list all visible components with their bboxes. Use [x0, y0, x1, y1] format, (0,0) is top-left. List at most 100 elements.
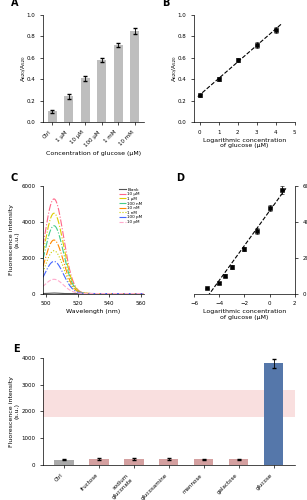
100 nM [102, 290, 106, 296]
Bar [130, 31, 139, 122]
Bar [89, 459, 109, 465]
10 nM [91, 290, 94, 296]
Blank [91, 290, 94, 296]
10 μM [125, 290, 129, 296]
10 μM [143, 290, 147, 296]
Line: 100 nM: 100 nM [43, 226, 145, 294]
X-axis label: Wavelength (nm): Wavelength (nm) [66, 309, 120, 314]
Line: 10 μM: 10 μM [43, 199, 145, 294]
10 μM [41, 242, 45, 248]
100 nM [97, 290, 100, 296]
10 pM [52, 276, 56, 282]
10 pM [97, 290, 100, 296]
1 μM [97, 290, 100, 296]
1 nM [52, 248, 56, 254]
100 pM [102, 290, 106, 296]
1 μM [102, 290, 106, 296]
Text: C: C [11, 173, 18, 183]
Line: 1 nM: 1 nM [43, 250, 145, 294]
100 pM [125, 290, 129, 296]
1 μM [143, 290, 147, 296]
Text: D: D [176, 173, 184, 183]
Line: 10 nM: 10 nM [43, 240, 145, 294]
1 nM [141, 290, 145, 296]
Y-axis label: Fluorescence intensity
(s.u.): Fluorescence intensity (s.u.) [9, 376, 20, 447]
10 pM [143, 290, 147, 296]
Text: E: E [13, 344, 19, 354]
Bar [114, 45, 122, 122]
Bar [80, 78, 90, 122]
100 nM [52, 222, 56, 228]
10 μM [91, 290, 94, 296]
Blank [125, 290, 129, 296]
Blank [102, 290, 106, 296]
1 nM [125, 290, 129, 296]
100 nM [141, 290, 145, 296]
100 pM [41, 274, 45, 280]
1 nM [41, 269, 45, 275]
Bar [124, 459, 143, 465]
Bar [264, 363, 283, 465]
100 nM [143, 290, 147, 296]
100 pM [143, 290, 147, 296]
Bar [54, 460, 74, 465]
10 μM [97, 290, 100, 296]
100 pM [141, 290, 145, 296]
1 μM [52, 210, 56, 216]
Y-axis label: A₆₂₀/A₅₂₀: A₆₂₀/A₅₂₀ [20, 56, 25, 82]
10 μM [52, 196, 56, 202]
Line: Blank: Blank [43, 293, 145, 294]
Blank [52, 290, 56, 296]
10 pM [41, 284, 45, 290]
X-axis label: Concentration of glucose (μM): Concentration of glucose (μM) [46, 150, 141, 156]
Text: A: A [11, 0, 18, 8]
10 nM [97, 290, 100, 296]
10 pM [102, 290, 106, 296]
10 pM [91, 290, 94, 296]
X-axis label: Logarithmic concentration
of glucose (μM): Logarithmic concentration of glucose (μM… [203, 138, 286, 148]
Line: 10 pM: 10 pM [43, 280, 145, 293]
1 μM [90, 290, 94, 296]
Bar [194, 459, 213, 465]
Y-axis label: Fluorescence intensity
(a.u.): Fluorescence intensity (a.u.) [9, 204, 20, 276]
100 pM [90, 290, 94, 296]
1 nM [143, 290, 147, 296]
100 nM [90, 290, 94, 296]
Line: 1 μM: 1 μM [43, 213, 145, 294]
Bar [97, 60, 106, 122]
10 μM [141, 290, 145, 296]
Bar [159, 459, 178, 465]
1 nM [97, 290, 100, 296]
Blank [90, 290, 94, 296]
Y-axis label: A₆₂₀/A₅₂₀: A₆₂₀/A₅₂₀ [171, 56, 176, 82]
100 pM [52, 258, 56, 264]
10 nM [102, 290, 106, 296]
Blank [41, 290, 45, 296]
X-axis label: Logarithmic concentration
of glucose (μM): Logarithmic concentration of glucose (μM… [203, 309, 286, 320]
Bar [229, 460, 248, 465]
10 nM [90, 290, 94, 296]
1 nM [91, 290, 94, 296]
100 nM [91, 290, 94, 296]
Bar [48, 112, 56, 122]
Blank [141, 290, 145, 296]
Line: 100 pM: 100 pM [43, 262, 145, 294]
1 nM [90, 290, 94, 296]
1 μM [91, 290, 94, 296]
Bar [43, 390, 295, 417]
10 μM [90, 290, 94, 296]
10 μM [102, 290, 106, 296]
10 nM [52, 237, 56, 243]
100 pM [97, 290, 100, 296]
Blank [143, 290, 147, 296]
100 pM [91, 290, 94, 296]
Legend: Blank, 10 μM, 1 μM, 100 nM, 10 nM, 1 nM, 100 pM, 10 pM: Blank, 10 μM, 1 μM, 100 nM, 10 nM, 1 nM,… [119, 188, 142, 224]
Bar [64, 96, 73, 122]
1 μM [41, 250, 45, 256]
100 nM [125, 290, 129, 296]
1 μM [125, 290, 129, 296]
10 nM [143, 290, 147, 296]
Text: B: B [162, 0, 169, 8]
100 nM [41, 256, 45, 262]
10 pM [90, 290, 94, 296]
